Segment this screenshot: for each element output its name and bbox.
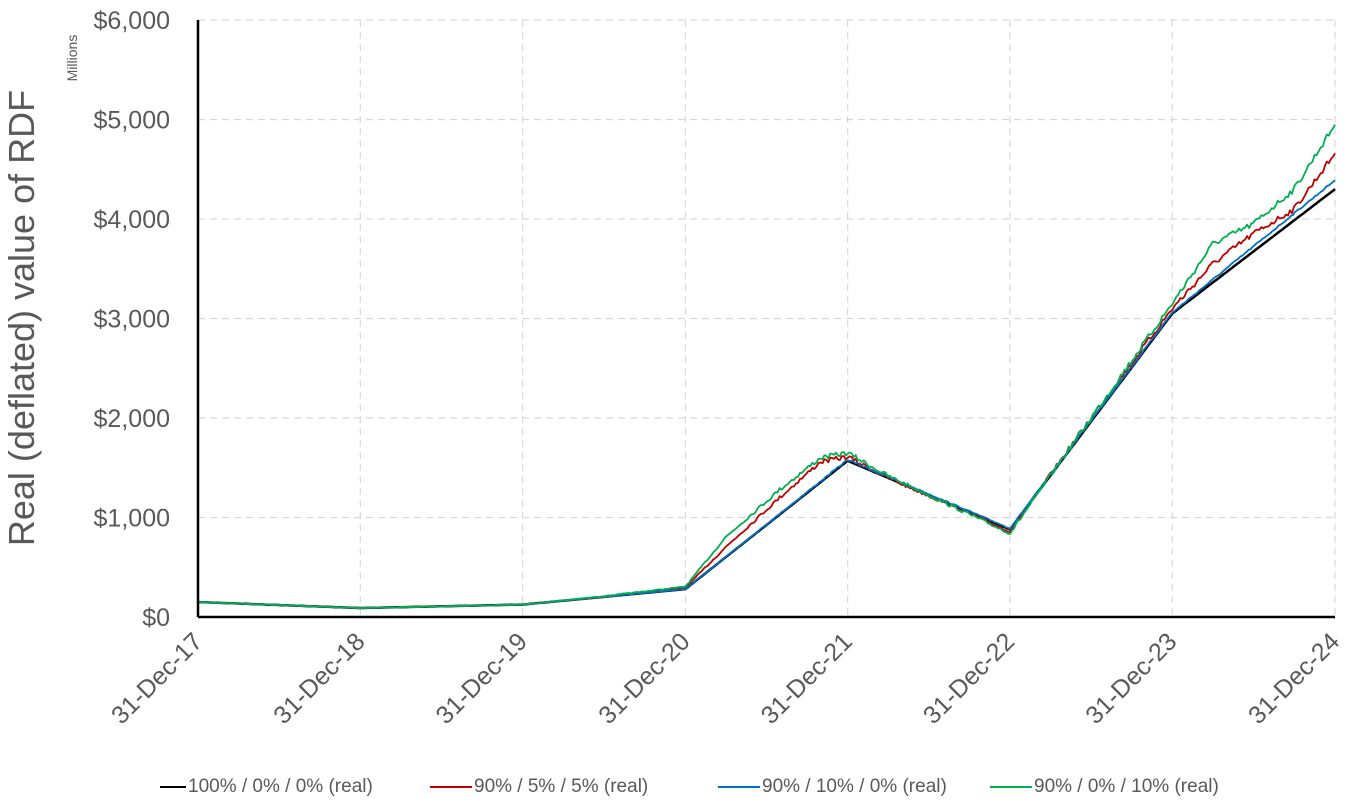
series-line [198,188,1336,610]
y-tick-label: $3,000 [94,306,170,334]
series-line [197,179,1336,609]
legend: 100% / 0% / 0% (real) 90% / 5% / 5% (real… [0,776,1351,806]
legend-item: 90% / 10% / 0% (real) [718,776,947,798]
x-tick-labels: 31-Dec-17 31-Dec-18 31-Dec-19 31-Dec-20 31-D… [106,627,1345,729]
x-tick-label: 31-Dec-21 [756,627,858,729]
legend-label: 100% / 0% / 0% (real) [188,776,373,797]
y-tick-labels: $0 $1,000 $2,000 $3,000 $4,000 $5,000 $6,000 [94,7,170,632]
series-line [197,152,1336,609]
series-line [197,124,1336,609]
legend-label: 90% / 5% / 5% (real) [474,776,649,797]
y-axis-label: Real (deflated) value of RDF [1,90,42,546]
y-tick-label: $0 [142,604,170,632]
x-tick-label: 31-Dec-20 [593,627,695,729]
x-tick-label: 31-Dec-17 [106,627,208,729]
axes [196,20,1335,619]
y-tick-label: $4,000 [94,206,170,234]
y-tick-label: $1,000 [94,505,170,533]
x-tick-label: 31-Dec-18 [268,627,370,729]
legend-item: 90% / 5% / 5% (real) [430,776,648,798]
y-unit-label: Millions [64,35,80,82]
legend-label: 90% / 0% / 10% (real) [1034,776,1219,797]
line-chart: $0 $1,000 $2,000 $3,000 $4,000 $5,000 $6,000 3… [1,7,1345,730]
legend-item: 100% / 0% / 0% (real) [160,776,373,798]
grid-lines [198,19,1336,617]
x-tick-label: 31-Dec-19 [431,627,533,729]
x-tick-label: 31-Dec-23 [1080,627,1182,729]
x-tick-label: 31-Dec-24 [1243,627,1345,729]
legend-swatch [990,786,1032,788]
y-tick-label: $5,000 [94,107,170,135]
legend-label: 90% / 10% / 0% (real) [762,776,947,797]
legend-item: 90% / 0% / 10% (real) [990,776,1219,798]
legend-swatch [718,786,760,788]
legend-swatch [160,786,186,788]
legend-swatch [430,786,472,788]
y-tick-label: $6,000 [94,7,170,35]
series-lines [197,124,1336,610]
y-tick-label: $2,000 [94,405,170,433]
x-tick-label: 31-Dec-22 [918,627,1020,729]
